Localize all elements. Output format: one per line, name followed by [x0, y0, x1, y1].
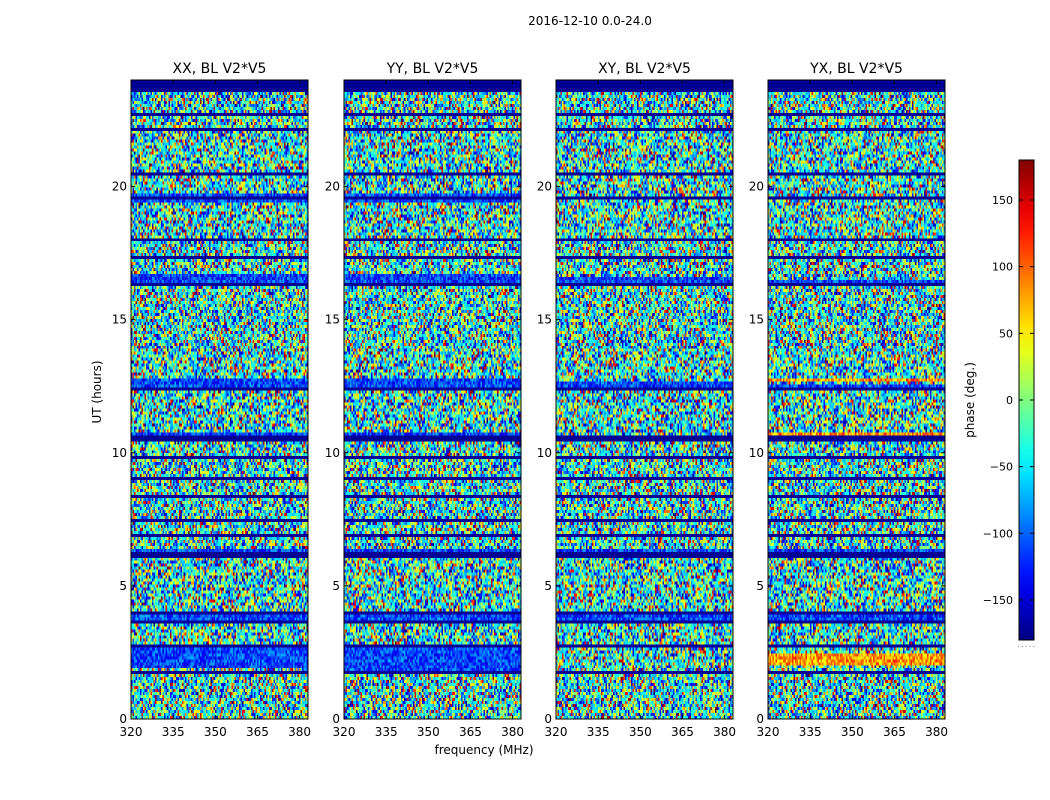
colorbar: −150 −100 −50 0 50 100 150 [983, 159, 1035, 641]
heatmap-image [344, 80, 521, 719]
colorbar-offset-text: ..... [1017, 640, 1037, 650]
y-axis-label: UT (hours) [90, 360, 104, 424]
heatmap-image [131, 80, 308, 719]
y-tick-label: 0 [756, 712, 764, 726]
heatmap-image [556, 80, 733, 719]
panel-yy: YY, BL V2*V5 320 335 350 365 380 0 5 10 15 20 [325, 61, 524, 739]
panel-frame [343, 79, 522, 720]
y-tick-label: 5 [756, 579, 764, 593]
x-tick-label: 380 [713, 725, 736, 739]
panel-title: XY, BL V2*V5 [598, 61, 691, 77]
colorbar-tick-label: −150 [983, 594, 1013, 607]
y-tick-label: 10 [749, 446, 764, 460]
colorbar-tick-label: 0 [1006, 394, 1013, 407]
x-tick-label: 380 [925, 725, 948, 739]
x-tick-label: 320 [757, 725, 780, 739]
y-tick-label: 0 [544, 712, 552, 726]
colorbar-tick-label: 100 [992, 261, 1013, 274]
panel-yx: YX, BL V2*V5 320 335 350 365 380 0 5 10 15 20 [749, 61, 948, 739]
panel-frame [555, 79, 734, 720]
y-tick-label: 20 [537, 180, 552, 194]
y-tick-label: 5 [544, 579, 552, 593]
x-tick-label: 350 [204, 725, 227, 739]
x-axis-label: frequency (MHz) [434, 743, 534, 757]
panel-title: YX, BL V2*V5 [809, 61, 903, 77]
x-tick-label: 320 [333, 725, 356, 739]
y-tick-label: 5 [332, 579, 340, 593]
y-tick-label: 15 [537, 313, 552, 327]
colorbar-tick-label: 150 [992, 194, 1013, 207]
y-tick-label: 20 [325, 180, 340, 194]
panel-xx: XX, BL V2*V5 320 335 350 365 380 0 5 10 15 20 [112, 61, 311, 739]
panel-frame [767, 79, 946, 720]
x-tick-label: 320 [120, 725, 143, 739]
y-tick-label: 15 [112, 313, 127, 327]
x-tick-label: 365 [246, 725, 269, 739]
y-tick-label: 15 [325, 313, 340, 327]
colorbar-tick-label: −50 [990, 461, 1013, 474]
panel-frame [130, 79, 309, 720]
x-tick-label: 335 [162, 725, 185, 739]
y-tick-label: 20 [112, 180, 127, 194]
x-tick-label: 350 [841, 725, 864, 739]
y-tick-label: 10 [112, 446, 127, 460]
heatmap-image [768, 80, 945, 719]
y-tick-label: 20 [749, 180, 764, 194]
x-tick-label: 380 [288, 725, 311, 739]
x-tick-label: 320 [545, 725, 568, 739]
y-tick-label: 10 [325, 446, 340, 460]
y-tick-label: 5 [119, 579, 127, 593]
x-tick-label: 335 [799, 725, 822, 739]
x-tick-label: 380 [501, 725, 524, 739]
y-tick-label: 0 [119, 712, 127, 726]
colorbar-label: phase (deg.) [963, 362, 977, 438]
figure-title: 2016-12-10 0.0-24.0 [528, 14, 652, 28]
y-tick-label: 15 [749, 313, 764, 327]
x-tick-label: 335 [375, 725, 398, 739]
colorbar-tick-label: −100 [983, 527, 1013, 540]
panel-xy: XY, BL V2*V5 320 335 350 365 380 0 5 10 15 20 [537, 61, 736, 739]
x-tick-label: 365 [671, 725, 694, 739]
x-tick-label: 350 [629, 725, 652, 739]
panel-title: YY, BL V2*V5 [386, 61, 479, 77]
y-tick-label: 0 [332, 712, 340, 726]
colorbar-tick-label: 50 [999, 327, 1013, 340]
x-tick-label: 365 [883, 725, 906, 739]
x-tick-label: 335 [587, 725, 610, 739]
panel-title: XX, BL V2*V5 [173, 61, 267, 77]
x-tick-label: 350 [417, 725, 440, 739]
x-tick-label: 365 [459, 725, 482, 739]
y-tick-label: 10 [537, 446, 552, 460]
